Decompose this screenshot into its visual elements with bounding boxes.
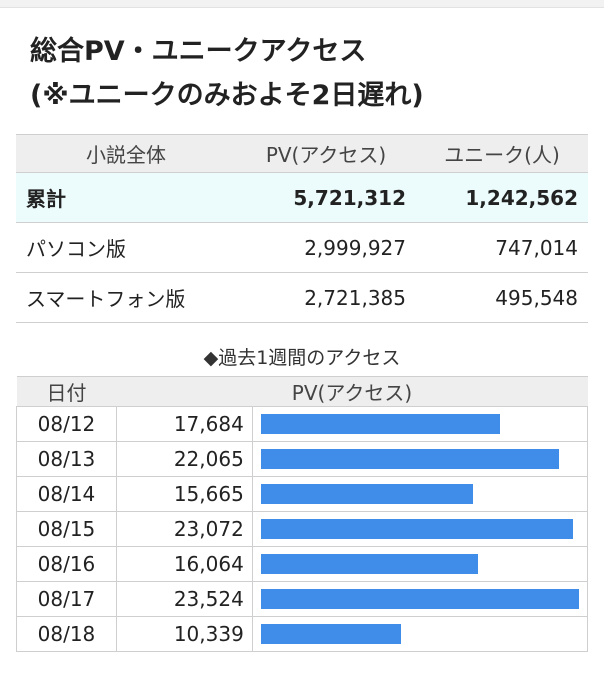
weekly-date: 08/17	[16, 581, 117, 617]
weekly-row: 08/12 17,684	[16, 406, 589, 442]
weekly-bar-cell	[251, 441, 589, 477]
pv-bar	[260, 589, 579, 609]
weekly-header-date: 日付	[16, 376, 117, 407]
weekly-bar-cell	[251, 511, 589, 547]
summary-label: パソコン版	[16, 222, 236, 273]
summary-header-pv: PV(アクセス)	[236, 134, 416, 173]
summary-header-unique: ユニーク(人)	[416, 134, 588, 173]
weekly-pv: 15,665	[115, 476, 253, 512]
page-title: 総合PV・ユニークアクセス (※ユニークのみおよそ2日遅れ)	[30, 30, 424, 118]
weekly-body: 08/12 17,684 08/13 22,065 08/14 15,665 08/15 23…	[16, 406, 589, 652]
weekly-row: 08/18 10,339	[16, 616, 589, 652]
weekly-pv: 10,339	[115, 616, 253, 652]
weekly-bar-cell	[251, 546, 589, 582]
weekly-pv: 23,524	[115, 581, 253, 617]
weekly-date: 08/16	[16, 546, 117, 582]
title-line-1: 総合PV・ユニークアクセス	[30, 36, 367, 67]
summary-header-row: 小説全体 PV(アクセス) ユニーク(人)	[16, 134, 588, 173]
weekly-header-row: 日付 PV(アクセス)	[16, 376, 588, 407]
weekly-pv: 17,684	[115, 406, 253, 442]
summary-label: 累計	[16, 172, 236, 223]
weekly-bar-cell	[251, 616, 589, 652]
weekly-date: 08/12	[16, 406, 117, 442]
pv-bar	[260, 519, 573, 539]
weekly-date: 08/18	[16, 616, 117, 652]
summary-table: 小説全体 PV(アクセス) ユニーク(人) 累計 5,721,312 1,242…	[16, 134, 588, 323]
weekly-row: 08/16 16,064	[16, 546, 589, 582]
weekly-date: 08/13	[16, 441, 117, 477]
summary-unique: 747,014	[416, 222, 588, 273]
summary-pv: 2,721,385	[236, 272, 416, 323]
weekly-bar-cell	[251, 581, 589, 617]
summary-header-category: 小説全体	[16, 134, 236, 173]
weekly-bar-cell	[251, 406, 589, 442]
weekly-pv: 23,072	[115, 511, 253, 547]
summary-unique: 1,242,562	[416, 172, 588, 223]
weekly-row: 08/15 23,072	[16, 511, 589, 547]
summary-pv: 2,999,927	[236, 222, 416, 273]
summary-row-total: 累計 5,721,312 1,242,562	[16, 172, 588, 223]
weekly-title: ◆過去1週間のアクセス	[203, 347, 401, 369]
pv-bar	[260, 554, 479, 574]
weekly-date: 08/15	[16, 511, 117, 547]
pv-bar	[260, 449, 560, 469]
pv-bar	[260, 414, 500, 434]
summary-row-pc: パソコン版 2,999,927 747,014	[16, 222, 588, 273]
weekly-pv: 16,064	[115, 546, 253, 582]
weekly-pv: 22,065	[115, 441, 253, 477]
weekly-row: 08/13 22,065	[16, 441, 589, 477]
weekly-row: 08/14 15,665	[16, 476, 589, 512]
pv-bar	[260, 624, 401, 644]
weekly-header-pv: PV(アクセス)	[116, 376, 588, 407]
weekly-date: 08/14	[16, 476, 117, 512]
pv-bar	[260, 484, 473, 504]
summary-label: スマートフォン版	[16, 272, 236, 323]
weekly-bar-cell	[251, 476, 589, 512]
title-line-2: (※ユニークのみおよそ2日遅れ)	[30, 80, 424, 111]
summary-row-smartphone: スマートフォン版 2,721,385 495,548	[16, 272, 588, 323]
summary-pv: 5,721,312	[236, 172, 416, 223]
weekly-row: 08/17 23,524	[16, 581, 589, 617]
summary-unique: 495,548	[416, 272, 588, 323]
weekly-table: 日付 PV(アクセス) 08/12 17,684 08/13 22,065 08/14 1…	[16, 376, 589, 652]
top-strip	[0, 0, 604, 8]
